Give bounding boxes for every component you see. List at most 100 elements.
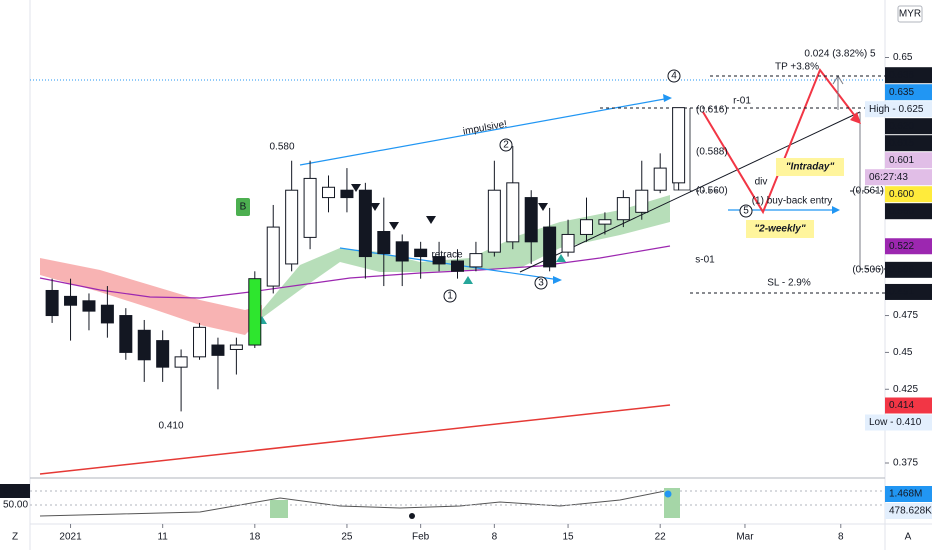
annotation: (0.616) bbox=[696, 105, 728, 116]
volume-right-label: 478.628K bbox=[889, 506, 932, 517]
volume-left-label: 69.29 bbox=[3, 486, 28, 497]
volume-shade bbox=[270, 500, 288, 518]
x-tick-label: 25 bbox=[341, 532, 353, 543]
annotation-circle bbox=[534, 276, 548, 290]
x-tick-label: 2021 bbox=[59, 532, 82, 543]
y-tick-label: 0.425 bbox=[893, 384, 918, 395]
annotation: 0.410 bbox=[158, 421, 183, 432]
annotation-circle bbox=[499, 138, 513, 152]
x-tick-label: 22 bbox=[655, 532, 667, 543]
currency-box bbox=[897, 5, 923, 23]
candle-body bbox=[598, 219, 612, 225]
annotation: 5 bbox=[743, 206, 749, 217]
x-tick-label: 8 bbox=[492, 532, 498, 543]
annotation: 0.024 (3.82%) 5 bbox=[804, 49, 876, 60]
corner-label: Z bbox=[12, 532, 18, 543]
candle-body bbox=[579, 219, 593, 235]
y-tick-label: 0.375 bbox=[893, 458, 918, 469]
candle-body bbox=[174, 356, 188, 368]
annotation-circle bbox=[739, 204, 753, 218]
annotation: r-01 bbox=[733, 96, 751, 107]
candle-body bbox=[395, 241, 409, 262]
price-label: High - 0.625 bbox=[869, 104, 924, 115]
price-label: 0.620 bbox=[889, 121, 914, 132]
price-label-box bbox=[865, 169, 932, 186]
price-label: 0.601 bbox=[889, 155, 914, 166]
annotation-badge bbox=[236, 198, 250, 216]
annotation: B bbox=[240, 202, 247, 213]
corner-label: A bbox=[905, 532, 912, 543]
candle-body bbox=[340, 189, 354, 199]
x-tick-label: Feb bbox=[412, 532, 430, 543]
annotation: 2 bbox=[503, 140, 509, 151]
price-label-box bbox=[885, 135, 932, 152]
sell-marker bbox=[389, 222, 399, 230]
candle-body bbox=[543, 226, 557, 268]
candle-body bbox=[64, 295, 78, 306]
price-label: 0.600 bbox=[889, 189, 914, 200]
candle-body bbox=[358, 189, 372, 258]
price-label-box bbox=[885, 261, 932, 278]
annotation: 3 bbox=[538, 278, 544, 289]
sell-markers bbox=[351, 184, 548, 230]
annotation-box bbox=[746, 220, 814, 238]
annotation-box bbox=[776, 158, 844, 176]
candle-body bbox=[469, 253, 483, 268]
candle-body bbox=[229, 344, 243, 350]
projection-zigzag bbox=[702, 67, 859, 215]
candle-body bbox=[193, 326, 207, 358]
volume-dot bbox=[409, 513, 415, 519]
sell-marker bbox=[426, 216, 436, 224]
y-tick-label: 0.475 bbox=[893, 310, 918, 321]
candle-body bbox=[45, 289, 59, 317]
price-label-box bbox=[865, 414, 932, 431]
price-label: 0.638 bbox=[889, 70, 914, 81]
price-label-box bbox=[885, 203, 932, 220]
price-label-box bbox=[885, 238, 932, 255]
impulse-arrow bbox=[299, 97, 671, 166]
candle-body bbox=[451, 260, 464, 272]
x-tick-label: 18 bbox=[249, 532, 261, 543]
candle-body bbox=[432, 256, 446, 265]
trend-line bbox=[519, 111, 861, 273]
candle-body bbox=[377, 231, 391, 255]
buy-marker bbox=[556, 254, 566, 262]
volume-right-box bbox=[885, 503, 932, 519]
price-label-box bbox=[885, 397, 932, 414]
annotation: TP +3.8% bbox=[775, 62, 819, 73]
candle-body bbox=[616, 197, 630, 221]
candle-body bbox=[635, 189, 649, 213]
annotation: 0.580 bbox=[269, 142, 294, 153]
arrow-head bbox=[850, 112, 861, 124]
long-moving-average bbox=[39, 404, 671, 475]
price-label-box bbox=[885, 283, 932, 300]
sell-marker bbox=[538, 203, 548, 211]
candle-body bbox=[672, 107, 686, 184]
y-tick-label: 0.45 bbox=[893, 347, 913, 358]
candle-body bbox=[303, 177, 317, 238]
candle-body bbox=[653, 167, 667, 191]
volume-left-label: 50.00 bbox=[3, 500, 28, 511]
currency: MYR bbox=[899, 9, 921, 20]
candle-body bbox=[487, 189, 501, 253]
annotation: retrace bbox=[431, 250, 463, 261]
buy-marker bbox=[463, 276, 473, 284]
candle-body bbox=[156, 340, 170, 368]
price-label: 0.414 bbox=[889, 400, 914, 411]
retrace-arrow bbox=[339, 247, 561, 281]
price-label-box bbox=[885, 84, 932, 101]
annotation: "2-weekly" bbox=[754, 224, 805, 235]
annotation: 4 bbox=[671, 71, 677, 82]
price-label: 0.560 bbox=[889, 206, 914, 217]
level-lines bbox=[600, 75, 885, 294]
volume-right-label: 1.468M bbox=[889, 489, 922, 500]
sell-marker bbox=[351, 184, 361, 192]
candle-body bbox=[285, 189, 299, 265]
annotation: s-01 bbox=[695, 255, 715, 266]
annotation: (0.561) bbox=[852, 186, 884, 197]
x-tick-label: 15 bbox=[562, 532, 574, 543]
annotation: 1 bbox=[447, 291, 453, 302]
annotation: "Intraday" bbox=[786, 162, 835, 173]
sell-marker bbox=[370, 203, 380, 211]
